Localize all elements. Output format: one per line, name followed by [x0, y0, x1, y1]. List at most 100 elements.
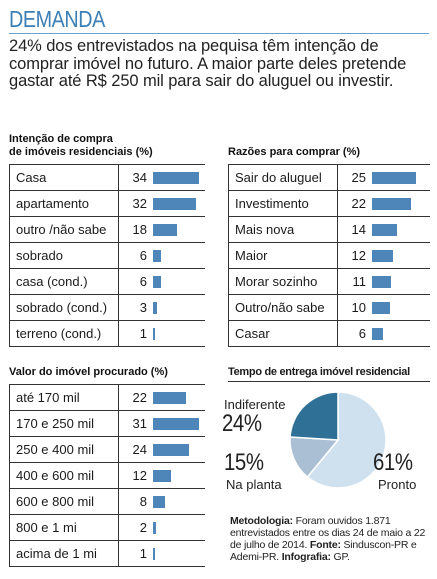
chart-valor-title-line1: Valor do imóvel procurado (%) [9, 366, 168, 378]
chart-intencao-row: Casa 34 [9, 165, 205, 191]
chart-razoes-category-label: Maior [228, 243, 338, 268]
chart-razoes-row: Investimento 22 [228, 191, 430, 217]
chart-intencao-title: Intenção de compra de imóveis residencia… [9, 133, 153, 159]
infographic-label: Infografia: [281, 551, 331, 563]
chart-razoes-value-label: 6 [358, 326, 366, 341]
chart-valor-row: 170 e 250 mil 31 [9, 411, 205, 437]
chart-razoes-row: Mais nova 14 [228, 217, 430, 243]
source-label: Fonte: [309, 539, 341, 551]
chart-intencao-value-label: 3 [139, 300, 147, 315]
chart-razoes-row: Sair do aluguel 25 [228, 165, 430, 191]
chart-razoes-value-label: 25 [351, 170, 366, 185]
chart-valor-category-label: acima de 1 mi [9, 541, 119, 566]
chart-intencao-category-label: terreno (cond.) [9, 321, 119, 346]
chart-intencao-category-label: sobrado (cond.) [9, 295, 119, 320]
infographic-text: GP. [330, 551, 350, 563]
chart-razoes-category-label: Investimento [228, 191, 338, 216]
pie-slice-indiferente [289, 391, 339, 441]
chart-razoes-category-label: Casar [228, 321, 338, 346]
chart-razoes-value-label: 22 [351, 196, 366, 211]
chart-valor-value-label: 8 [139, 494, 147, 509]
chart-valor-category-label: 600 e 800 mil [9, 489, 119, 514]
chart-razoes-bar [372, 171, 416, 184]
chart-valor-bar [153, 547, 155, 560]
chart-razoes-value-label: 11 [352, 274, 367, 289]
chart-valor-row: 250 e 400 mil 24 [9, 437, 205, 463]
chart-valor-category-label: até 170 mil [9, 385, 119, 410]
chart-intencao-title-line2: de imóveis residenciais (%) [9, 146, 153, 158]
chart-valor-category-label: 170 e 250 mil [9, 411, 119, 436]
pie-label-naplanta-name: Na planta [226, 477, 282, 492]
chart-razoes-row: Casar 6 [228, 321, 430, 347]
chart-valor-row: 600 e 800 mil 8 [9, 489, 205, 515]
chart-razoes-row: Outro/não sabe 10 [228, 295, 430, 321]
chart-intencao-category-label: sobrado [9, 243, 119, 268]
chart-razoes-bar [372, 327, 383, 340]
chart-razoes-title-line1: Razões para comprar (%) [228, 146, 361, 158]
chart-intencao-row: terreno (cond.) 1 [9, 321, 205, 347]
chart-razoes-category-label: Mais nova [228, 217, 338, 242]
chart-valor-row: acima de 1 mi 1 [9, 541, 205, 567]
pie-label-indiferente-name: Indiferente [224, 397, 286, 412]
chart-razoes-bar [372, 223, 397, 236]
chart-valor-value-label: 2 [139, 520, 147, 535]
chart-intencao-value-label: 34 [132, 170, 147, 185]
chart-intencao-value-label: 6 [139, 274, 147, 289]
chart-valor-bar [153, 391, 186, 404]
chart-valor-row: até 170 mil 22 [9, 385, 205, 411]
chart-valor-category-label: 400 e 600 mil [9, 463, 119, 488]
chart-valor-value-label: 1 [139, 546, 147, 561]
chart-intencao: Casa 34 apartamento 32 outro /não sabe 18 sobr… [9, 164, 205, 347]
chart-valor-value-label: 22 [132, 390, 147, 405]
chart-valor-value-label: 24 [132, 442, 147, 457]
source-text: Sinduscon-PR e Ademi-PR. [230, 539, 417, 563]
chart-intencao-bar [153, 327, 155, 340]
lead-paragraph: 24% dos entrevistados na pequisa têm int… [9, 37, 407, 90]
chart-valor-bar [153, 521, 156, 534]
chart-intencao-value-label: 32 [132, 196, 147, 211]
chart-razoes-row: Maior 12 [228, 243, 430, 269]
chart-intencao-category-label: outro /não sabe [9, 217, 119, 242]
chart-valor-row: 400 e 600 mil 12 [9, 463, 205, 489]
chart-intencao-row: sobrado (cond.) 3 [9, 295, 205, 321]
pie-label-pronto-name: Pronto [378, 477, 417, 492]
chart-intencao-row: outro /não sabe 18 [9, 217, 205, 243]
chart-razoes-title: Razões para comprar (%) [228, 146, 360, 159]
methodology-note: Metodologia: Foram ouvidos 1.871 entrevi… [230, 515, 435, 563]
chart-valor-bar [153, 495, 165, 508]
chart-intencao-title-line1: Intenção de compra [9, 133, 113, 145]
chart-razoes-category-label: Outro/não sabe [228, 295, 338, 320]
chart-valor-value-label: 31 [132, 416, 147, 431]
chart-intencao-bar [153, 249, 162, 262]
chart-valor-category-label: 250 e 400 mil [9, 437, 119, 462]
chart-razoes-value-label: 10 [351, 300, 366, 315]
chart-razoes-row: Morar sozinho 11 [228, 269, 430, 295]
chart-razoes-bar [372, 275, 392, 288]
title-divider [9, 33, 429, 34]
chart-intencao-category-label: casa (cond.) [9, 269, 119, 294]
chart-intencao-row: casa (cond.) 6 [9, 269, 205, 295]
chart-intencao-category-label: apartamento [9, 191, 119, 216]
chart-intencao-bar [153, 275, 162, 288]
chart-razoes-bar [372, 301, 390, 314]
chart-razoes-bar [372, 197, 411, 210]
chart-tempo-divider [228, 381, 430, 382]
chart-intencao-value-label: 1 [139, 326, 147, 341]
chart-valor-bar [153, 443, 189, 456]
chart-valor-value-label: 12 [132, 468, 147, 483]
page-title: DEMANDA [9, 6, 105, 32]
chart-razoes-bar [372, 249, 394, 262]
chart-razoes-category-label: Morar sozinho [228, 269, 338, 294]
chart-intencao-row: apartamento 32 [9, 191, 205, 217]
chart-valor-bar [153, 417, 199, 430]
chart-valor: até 170 mil 22 170 e 250 mil 31 250 e 400 mi… [9, 384, 205, 567]
chart-tempo-title: Tempo de entrega imóvel residencial [228, 366, 410, 378]
pie-label-pronto-value: 61% [373, 449, 413, 476]
chart-intencao-bar [153, 171, 199, 184]
chart-intencao-value-label: 18 [132, 222, 147, 237]
methodology-label: Metodologia: [230, 515, 293, 527]
chart-intencao-value-label: 6 [139, 248, 147, 263]
chart-intencao-bar [153, 223, 178, 236]
pie-label-indiferente-value: 24% [222, 410, 262, 437]
chart-intencao-bar [153, 301, 158, 314]
